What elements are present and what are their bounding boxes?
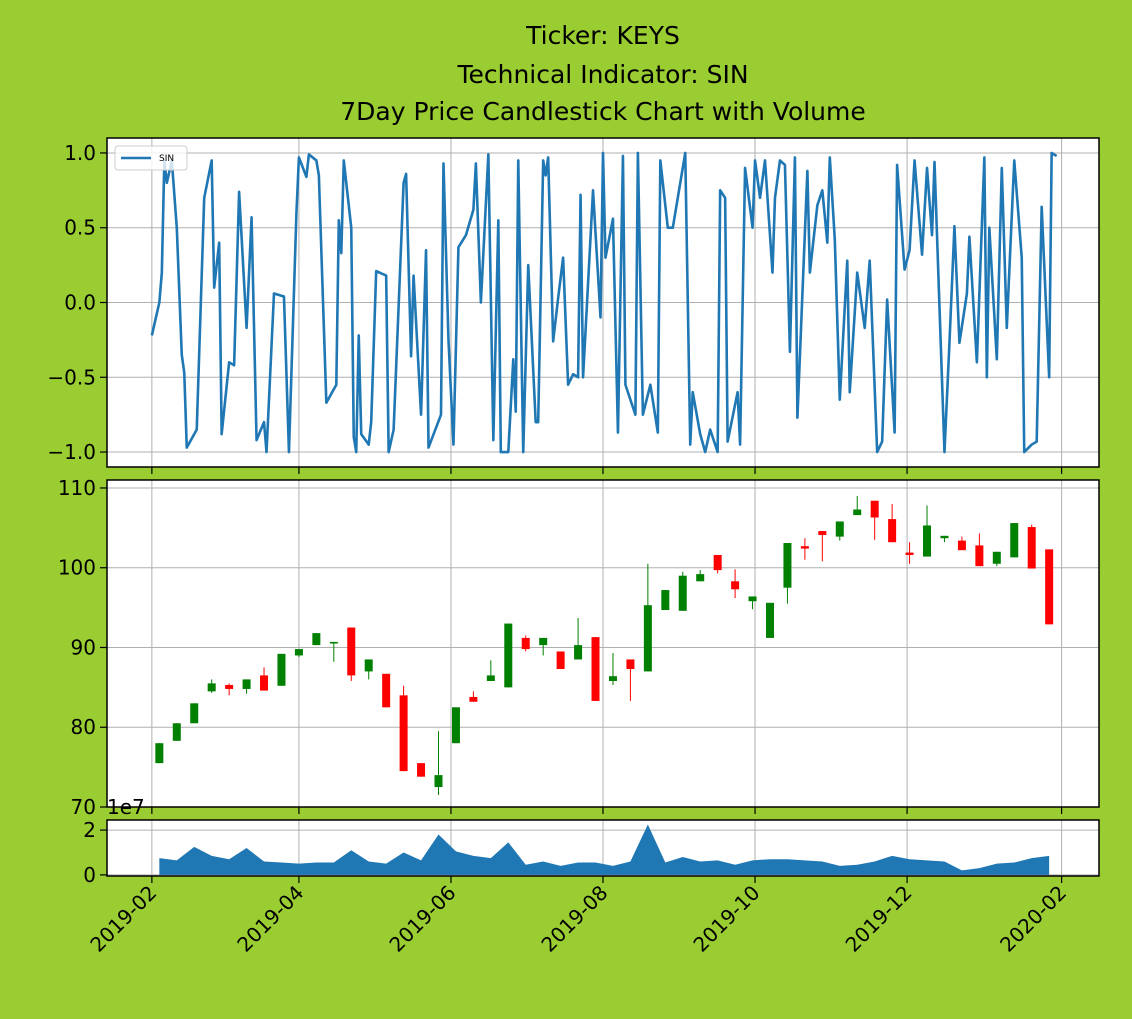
candle-body: [486, 675, 495, 681]
candle-body: [591, 637, 600, 701]
candle-body: [242, 679, 251, 689]
candle-body: [975, 545, 984, 567]
candle-body: [731, 581, 740, 590]
candle-body: [207, 683, 216, 692]
candle-body: [678, 575, 687, 611]
y-tick-label: 80: [71, 715, 96, 739]
sin-line: [150, 151, 1058, 454]
plot-frame: [106, 479, 1100, 808]
legend: SIN: [114, 145, 188, 171]
candle-body: [155, 743, 164, 764]
candle-body: [469, 696, 478, 702]
y-tick-label: 2: [83, 818, 96, 842]
candle-body: [225, 684, 234, 689]
y-tick-label: 90: [71, 635, 96, 659]
candle-body: [643, 605, 652, 672]
candle-body: [294, 649, 303, 656]
candle-body: [818, 531, 827, 536]
candle-body: [905, 552, 914, 555]
candle-body: [277, 653, 286, 686]
candle-body: [382, 673, 391, 708]
candle-body: [1045, 549, 1054, 625]
plot-frame: [106, 137, 1100, 468]
candle-body: [504, 623, 513, 688]
y-tick-label: −1.0: [47, 440, 96, 464]
candle-body: [765, 602, 774, 638]
y-tick-label: 110: [58, 476, 96, 500]
candle-body: [888, 519, 897, 543]
series-group: [155, 495, 1054, 796]
candle-body: [312, 633, 321, 646]
candle-body: [521, 637, 530, 650]
candle-body: [329, 641, 338, 644]
candle-body: [574, 645, 583, 660]
candle-body: [260, 675, 269, 691]
candle-body: [347, 627, 356, 676]
candle-body: [1010, 523, 1019, 558]
title-line: Technical Indicator: SIN: [456, 60, 748, 89]
offset-label: 1e7: [107, 795, 145, 819]
candle-body: [992, 551, 1001, 564]
candle-body: [783, 543, 792, 588]
candle-body: [556, 651, 565, 670]
title-line: 7Day Price Candlestick Chart with Volume: [340, 97, 866, 126]
candle-body: [713, 554, 722, 571]
y-tick-label: 0.0: [64, 291, 96, 315]
plot-frame: [106, 819, 1100, 877]
y-tick-label: 0: [83, 863, 96, 887]
title-line: Ticker: KEYS: [525, 21, 680, 50]
candle-body: [661, 590, 670, 611]
candle-body: [434, 775, 443, 788]
y-tick-label: 100: [58, 556, 96, 580]
candle-body: [835, 521, 844, 537]
candle-body: [539, 637, 548, 646]
candle-body: [923, 525, 932, 557]
candle-body: [957, 540, 966, 551]
candle-body: [417, 763, 426, 777]
y-tick-label: −0.5: [47, 365, 96, 389]
series-group: [150, 151, 1058, 454]
candle-body: [1027, 527, 1036, 569]
candle-body: [364, 659, 373, 672]
candle-body: [853, 509, 862, 516]
candle-body: [940, 535, 949, 539]
candle-body: [800, 546, 809, 549]
series-group: [159, 824, 1050, 875]
candle-body: [870, 500, 879, 518]
y-tick-label: 0.5: [64, 216, 96, 240]
candle-body: [748, 596, 757, 602]
y-tick-label: 70: [71, 795, 96, 819]
y-tick-label: 1.0: [64, 141, 96, 165]
candle-body: [451, 707, 460, 744]
volume-area: [159, 824, 1050, 875]
candle-body: [172, 723, 181, 741]
candle-body: [190, 703, 199, 724]
candle-body: [399, 695, 408, 772]
legend-label: SIN: [159, 154, 174, 164]
candle-body: [626, 659, 635, 670]
candle-body: [608, 676, 617, 681]
candle-body: [696, 574, 705, 582]
